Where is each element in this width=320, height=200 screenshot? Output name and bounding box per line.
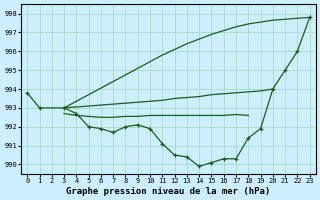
X-axis label: Graphe pression niveau de la mer (hPa): Graphe pression niveau de la mer (hPa) <box>66 187 271 196</box>
